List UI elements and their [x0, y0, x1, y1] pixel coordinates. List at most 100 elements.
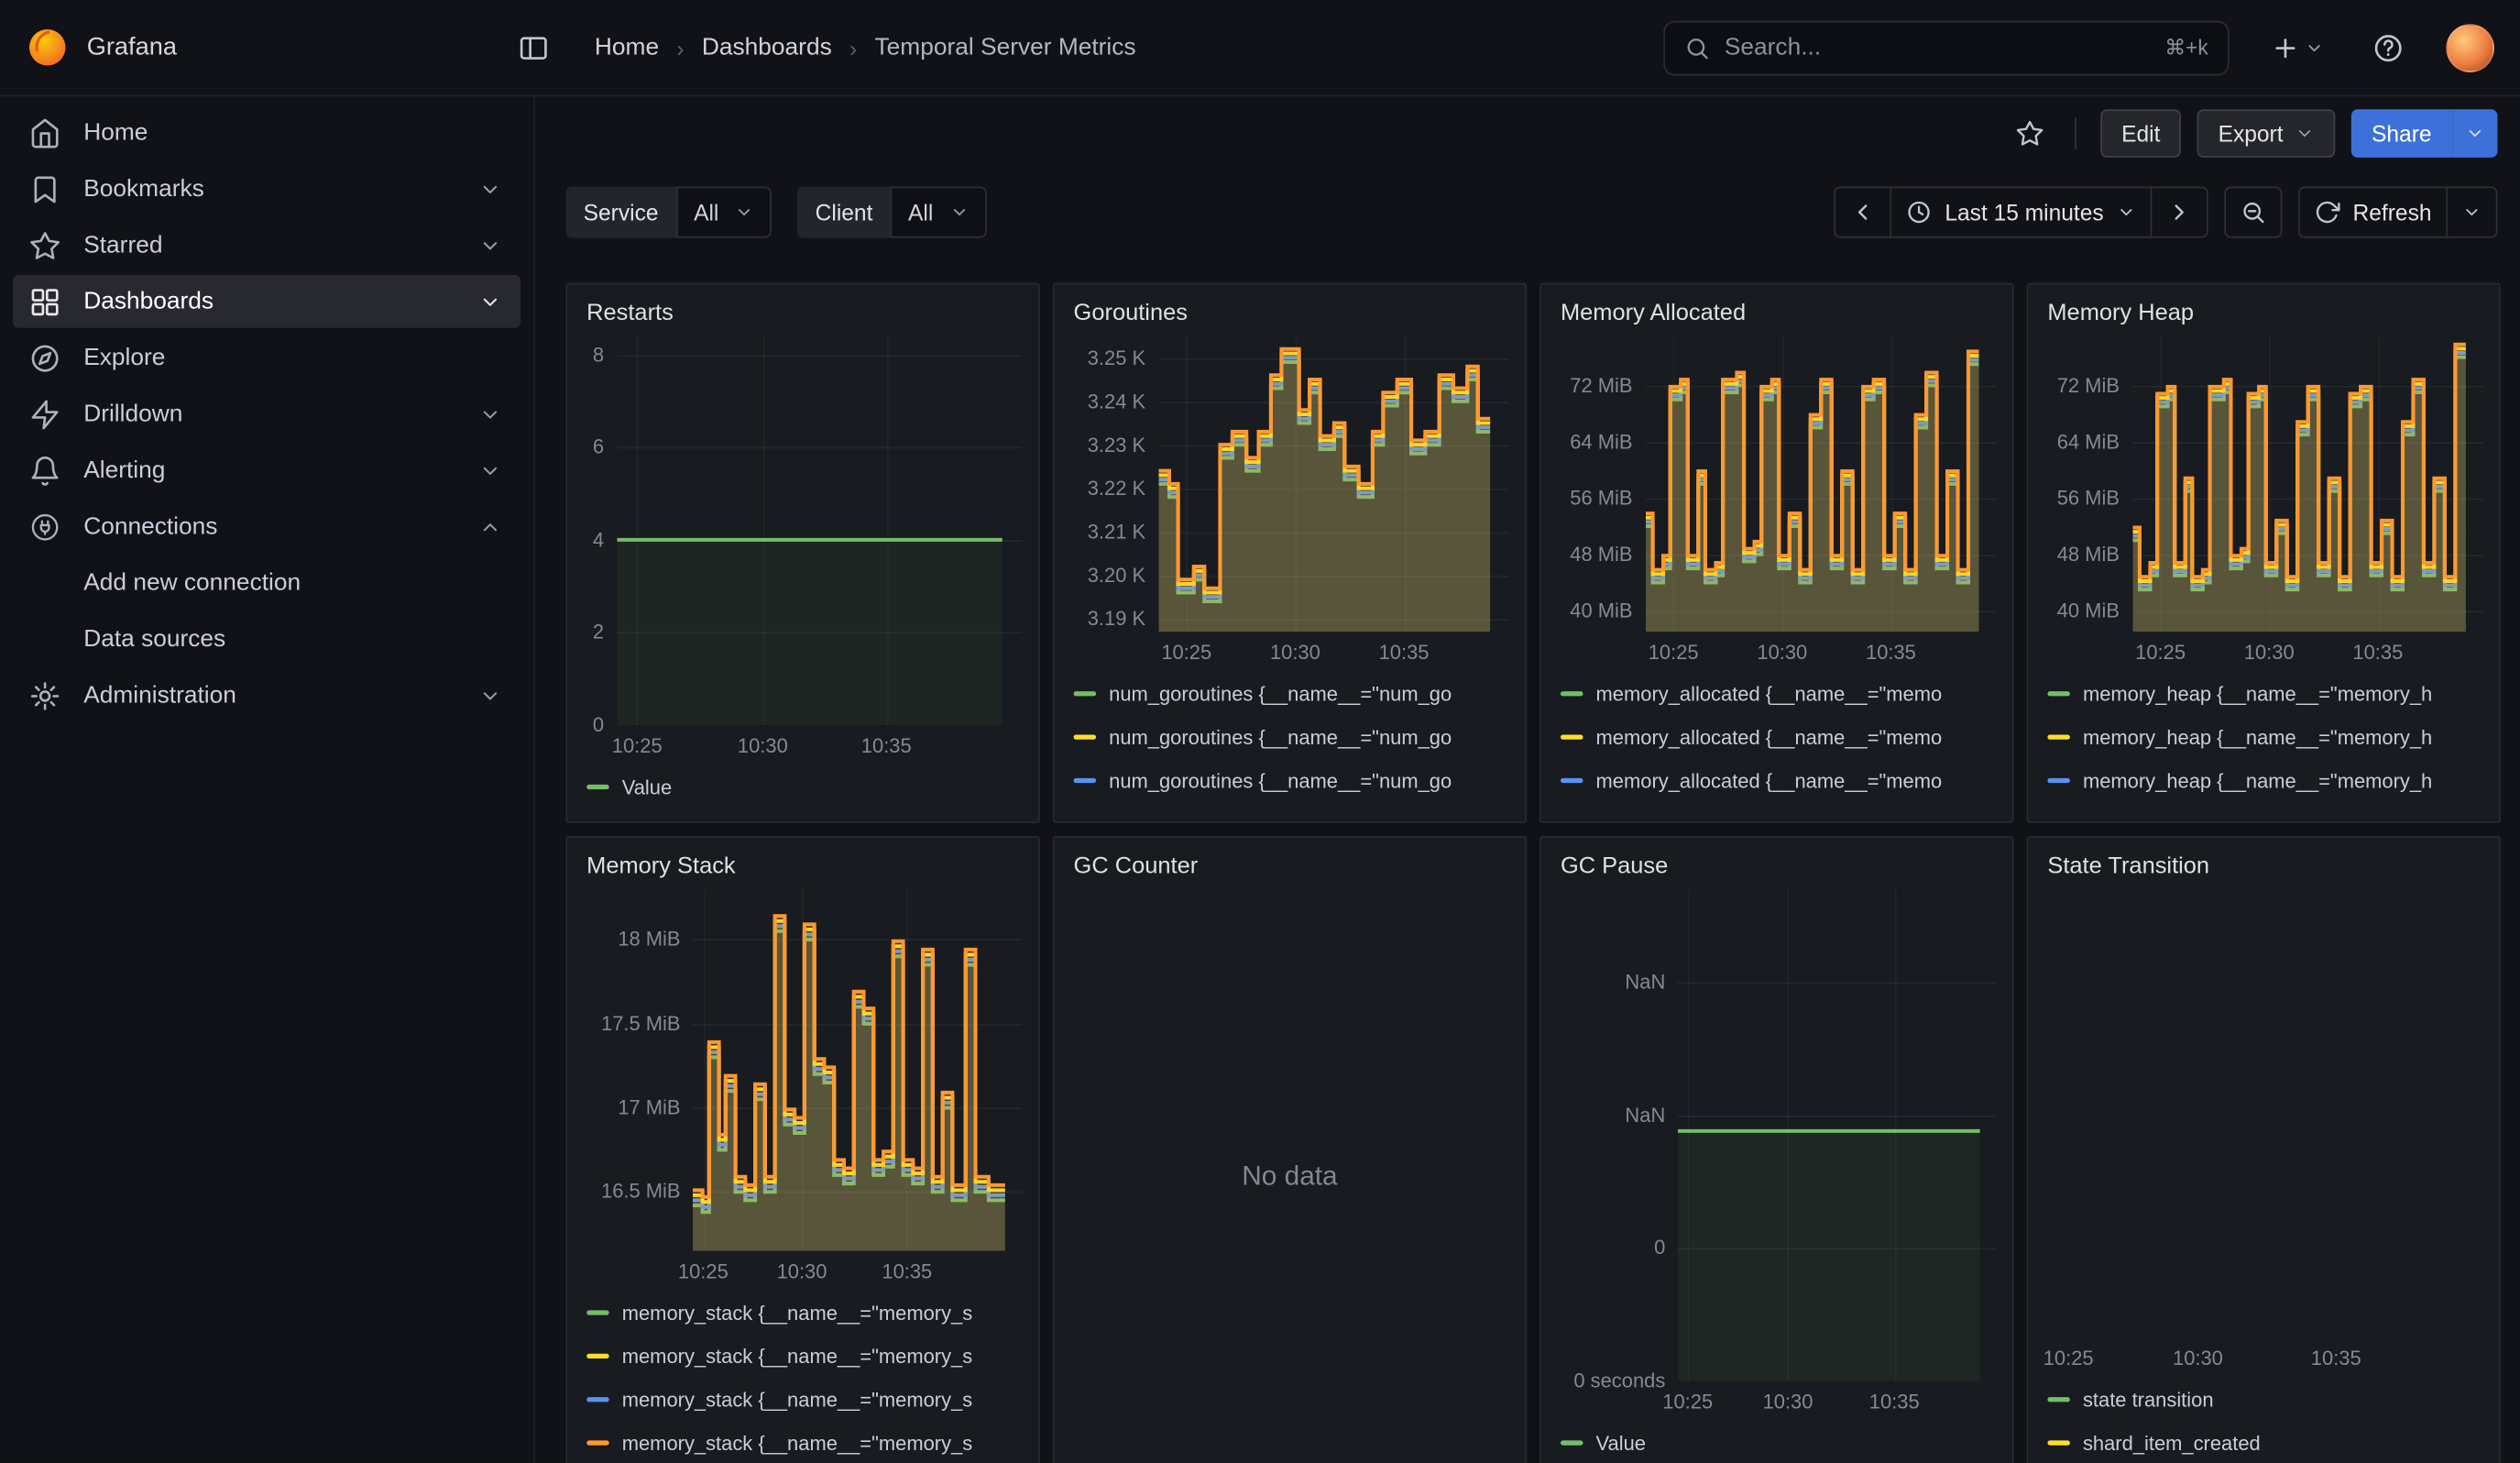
grafana-logo-icon[interactable] [26, 26, 69, 69]
panel-memory-heap: Memory Heap 72 MiB64 MiB56 MiB48 MiB40 Mi… [2027, 283, 2501, 823]
sidebar-item-dashboards[interactable]: Dashboards [13, 275, 520, 328]
y-axis-tick: 3.20 K [1088, 564, 1145, 587]
y-axis-tick: 3.22 K [1088, 477, 1145, 500]
sidebar-item-bookmarks[interactable]: Bookmarks [13, 162, 520, 215]
legend-item[interactable]: memory_allocated {__name__="memo [1561, 759, 1993, 802]
breadcrumb-chevron-icon: › [676, 35, 684, 60]
chart-svg [2132, 336, 2483, 632]
share-button-group: Share [2350, 109, 2497, 158]
zoom-out-button[interactable] [2224, 186, 2282, 237]
plot [617, 336, 1022, 725]
legend-item[interactable]: memory_heap {__name__="memory_h [2047, 672, 2480, 715]
panel-header: GC Counter [1055, 838, 1526, 883]
chart-svg [694, 889, 1023, 1251]
share-caret-button[interactable] [2452, 109, 2497, 158]
legend-item[interactable]: memory_heap {__name__="memory_h [2047, 802, 2480, 808]
refresh-button[interactable]: Refresh [2298, 186, 2448, 237]
panel-title[interactable]: Memory Heap [2047, 301, 2194, 326]
time-forward-button[interactable] [2152, 186, 2208, 237]
share-button[interactable]: Share [2350, 109, 2452, 158]
legend-series-dash-icon [1561, 734, 1583, 739]
export-button[interactable]: Export [2197, 109, 2335, 158]
panel-title[interactable]: Restarts [586, 301, 674, 326]
legend-item[interactable]: memory_stack {__name__="memory_s [586, 1291, 1019, 1334]
plot [1646, 336, 1997, 632]
chevron-down-icon [2117, 203, 2136, 222]
panel-title[interactable]: GC Pause [1561, 853, 1668, 879]
breadcrumb-item[interactable]: Dashboards [702, 34, 832, 61]
panel-title[interactable]: Memory Stack [586, 853, 736, 879]
sidebar-item-alerting[interactable]: Alerting [13, 444, 520, 497]
service-variable-value: All [694, 199, 718, 225]
sidebar-item-label: Drilldown [83, 401, 182, 428]
legend-item[interactable]: num_goroutines {__name__="num_go [1074, 759, 1507, 802]
legend-series-dash-icon [2047, 778, 2070, 783]
sidebar-item-data-sources[interactable]: Data sources [13, 612, 520, 666]
panel-body: 72 MiB64 MiB56 MiB48 MiB40 MiB10:2510:30… [2028, 330, 2499, 822]
legend-label: Value [1596, 1432, 1646, 1455]
legend-item[interactable]: shard_item_created [2047, 1421, 2480, 1463]
legend-item[interactable]: memory_stack {__name__="memory_s [586, 1421, 1019, 1463]
legend-series-dash-icon [2047, 691, 2070, 696]
x-axis-tick: 10:30 [2244, 642, 2295, 665]
chevron-down-icon [735, 203, 754, 222]
time-range-picker[interactable]: Last 15 minutes [1891, 186, 2152, 237]
edit-button[interactable]: Edit [2100, 109, 2181, 158]
service-variable-select[interactable]: All [676, 186, 772, 237]
sidebar-item-connections[interactable]: Connections [13, 500, 520, 553]
legend-item[interactable]: Value [586, 765, 1019, 808]
add-button[interactable] [2264, 27, 2330, 69]
panel-title[interactable]: State Transition [2047, 853, 2209, 879]
user-avatar[interactable] [2446, 23, 2494, 72]
time-range-label: Last 15 minutes [1945, 199, 2103, 225]
toolbar-divider [2075, 117, 2076, 149]
client-variable-select[interactable]: All [891, 186, 986, 237]
legend-item[interactable]: memory_stack {__name__="memory_s [586, 1378, 1019, 1421]
chevron-down-icon [2465, 124, 2484, 143]
time-back-button[interactable] [1834, 186, 1891, 237]
x-axis-tick: 10:35 [1866, 642, 1916, 665]
legend-label: shard_item_created [2083, 1432, 2261, 1455]
legend-item[interactable]: memory_heap {__name__="memory_h [2047, 759, 2480, 802]
dock-menu-button[interactable] [511, 25, 556, 70]
sidebar-item-label: Dashboards [83, 288, 214, 315]
sidebar-item-drilldown[interactable]: Drilldown [13, 388, 520, 441]
search-input[interactable] [1725, 34, 2151, 61]
x-axis: 10:2510:3010:35 [1678, 1381, 1996, 1417]
legend-item[interactable]: state transition [2047, 1378, 2480, 1421]
panel-title[interactable]: Memory Allocated [1561, 301, 1746, 326]
sidebar-item-administration[interactable]: Administration [13, 669, 520, 722]
chart-svg [1678, 889, 1996, 1381]
sidebar-item-home[interactable]: Home [13, 106, 520, 160]
x-axis-tick: 10:35 [1379, 642, 1430, 665]
legend-item[interactable]: num_goroutines {__name__="num_go [1074, 715, 1507, 758]
legend-label: memory_heap {__name__="memory_h [2083, 769, 2432, 792]
legend-item[interactable]: num_goroutines {__name__="num_go [1074, 672, 1507, 715]
search-box[interactable]: ⌘+k [1663, 20, 2229, 75]
y-axis-tick: 16.5 MiB [601, 1181, 681, 1204]
refresh-interval-button[interactable] [2448, 186, 2497, 237]
y-axis-tick: 17.5 MiB [601, 1012, 681, 1035]
chart-svg [1646, 336, 1997, 632]
panel-title[interactable]: GC Counter [1074, 853, 1199, 879]
sidebar-item-label: Home [83, 119, 148, 147]
dock-sidebar-icon [518, 31, 550, 63]
legend-item[interactable]: num_goroutines {__name__="num_go [1074, 802, 1507, 808]
client-variable: Client All [797, 186, 986, 237]
sidebar-item-label: Administration [83, 682, 236, 710]
legend-item[interactable]: memory_heap {__name__="memory_h [2047, 715, 2480, 758]
main-content: Edit Export Share Service All [535, 96, 2520, 1463]
sidebar-item-explore[interactable]: Explore [13, 331, 520, 384]
sidebar-item-add-new-connection[interactable]: Add new connection [13, 556, 520, 610]
x-axis-tick: 10:25 [1662, 1391, 1713, 1414]
favorite-star-button[interactable] [2009, 113, 2051, 155]
panel-title[interactable]: Goroutines [1074, 301, 1188, 326]
help-button[interactable] [2366, 25, 2411, 70]
breadcrumb-item[interactable]: Home [595, 34, 659, 61]
legend-item[interactable]: Value [1561, 1421, 1993, 1463]
legend-item[interactable]: memory_allocated {__name__="memo [1561, 672, 1993, 715]
legend-item[interactable]: memory_allocated {__name__="memo [1561, 802, 1993, 808]
legend-item[interactable]: memory_allocated {__name__="memo [1561, 715, 1993, 758]
sidebar-item-starred[interactable]: Starred [13, 219, 520, 272]
legend-item[interactable]: memory_stack {__name__="memory_s [586, 1335, 1019, 1378]
